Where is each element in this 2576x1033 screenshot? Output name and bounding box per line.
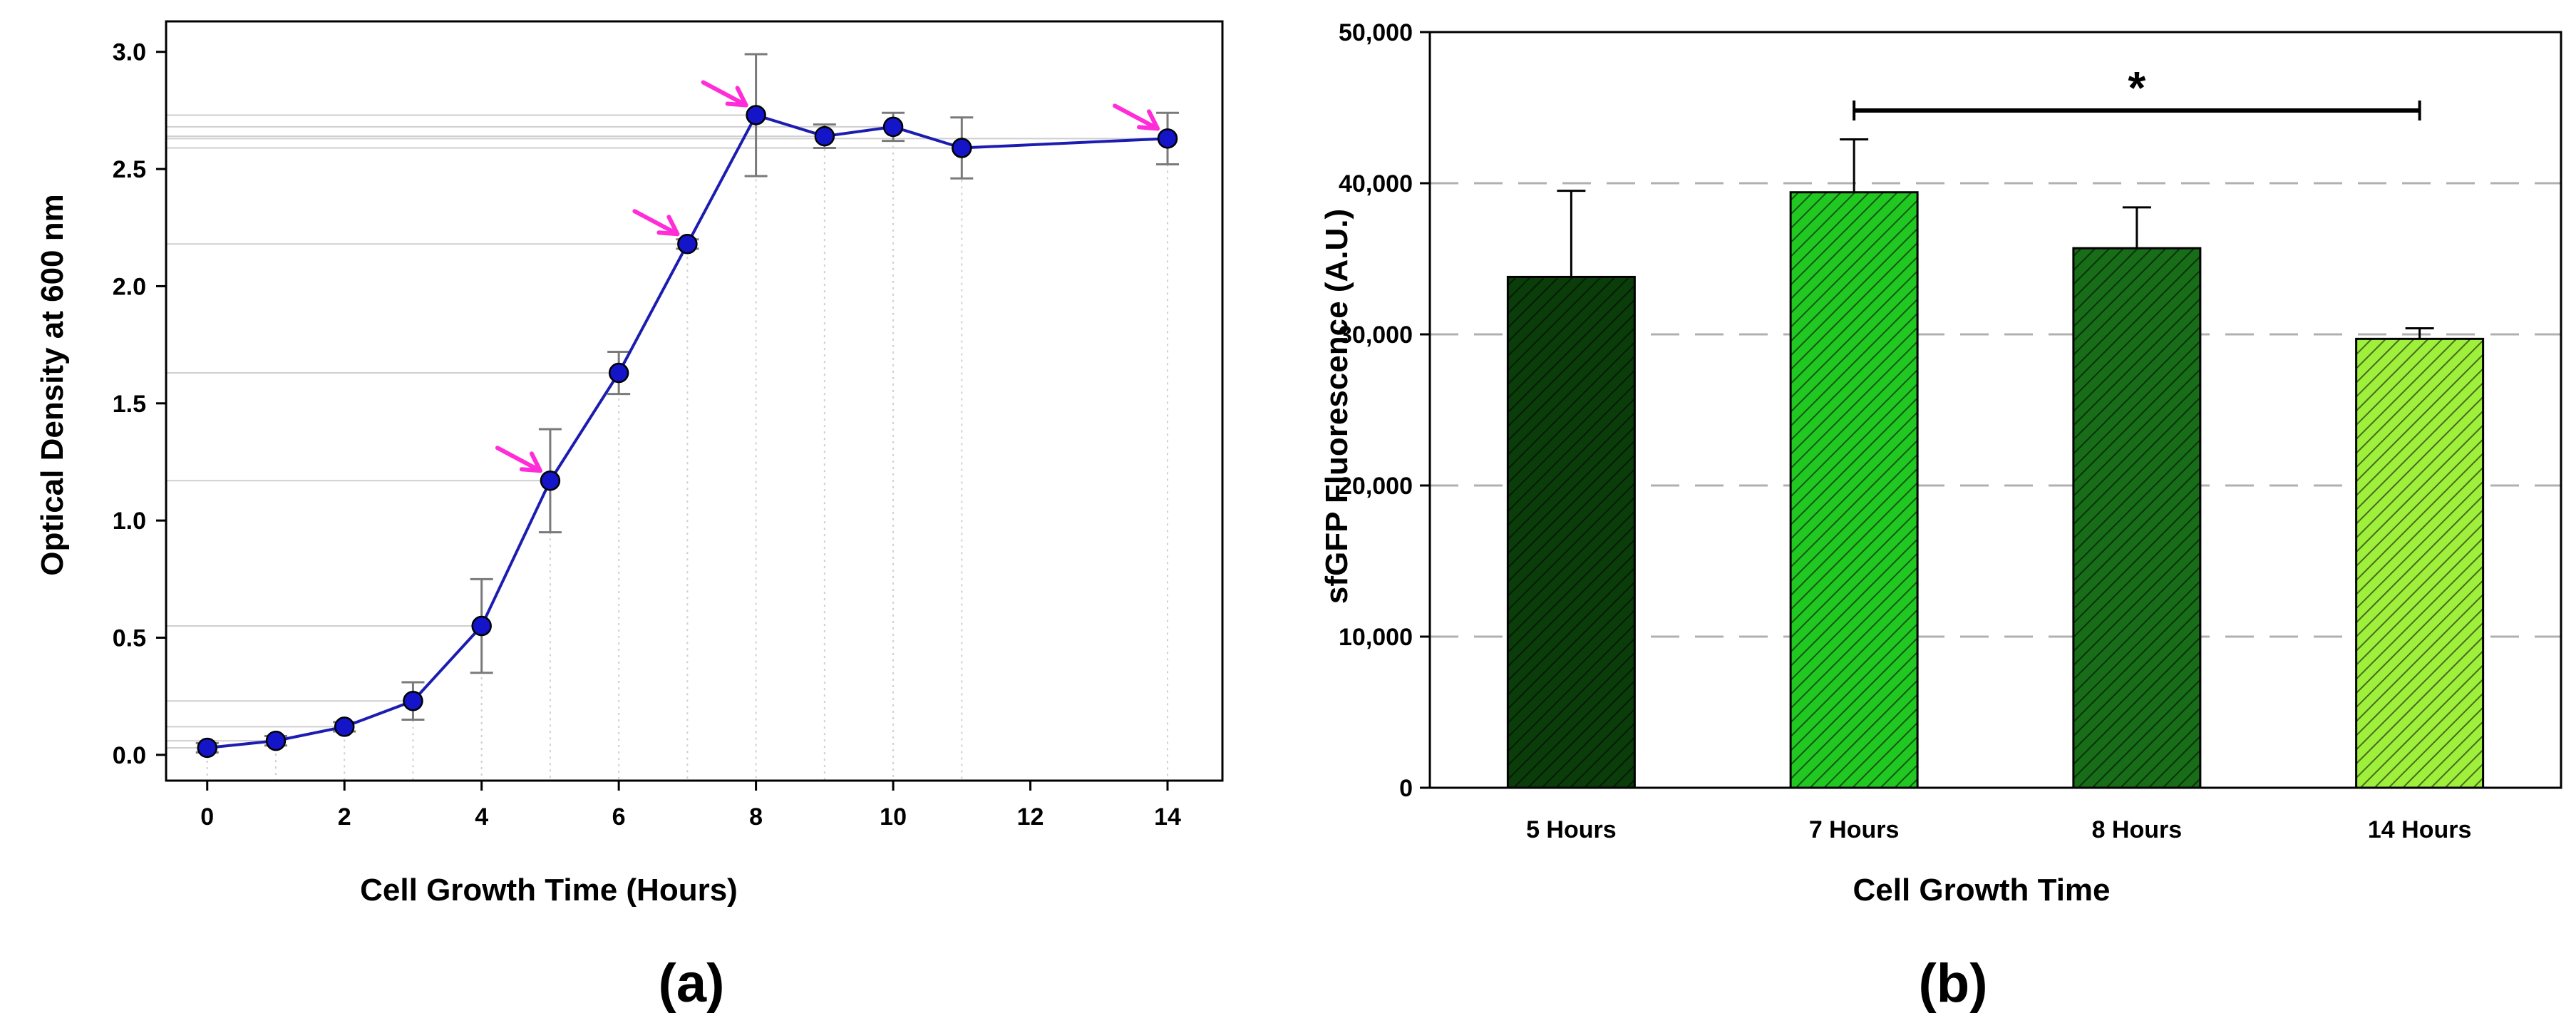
data-point: [471, 615, 492, 637]
x-axis-ticks: 5 Hours 7 Hours 8 Hours 14 Hours: [1526, 816, 2471, 843]
x-tick-label: 2: [338, 803, 351, 831]
bar-error-bars: [1557, 138, 2434, 339]
bar: [2072, 247, 2202, 789]
y-tick-label: 1.0: [113, 508, 146, 535]
bar: [2355, 337, 2485, 789]
data-point: [334, 716, 355, 737]
pink-arrow: [1113, 103, 1160, 131]
line-chart-panel: 0 2 4 6 8 10 12 14 0.0 0.5 1.0 1.5 2.0 2.5 3.0 Cell G…: [35, 20, 1224, 1014]
data-point: [746, 105, 766, 125]
bar-chart-panel: * 5 Hours 7 Hours 8 Hours 14 Hours 0 10,000 2…: [1319, 19, 2562, 1014]
significance-marker: *: [2128, 62, 2145, 113]
data-point: [814, 125, 835, 147]
x-tick-label: 12: [1017, 803, 1044, 831]
y-tick-label: 0.0: [113, 742, 146, 769]
data-point: [1157, 128, 1178, 149]
y-tick-label: 2.5: [113, 156, 146, 183]
data-point: [197, 737, 217, 759]
x-tick-label: 8: [749, 803, 763, 831]
x-tick-label: 0: [200, 803, 214, 831]
x-tick-label: 7 Hours: [1809, 816, 1900, 843]
y-axis-title: sfGFP Fluorescence (A.U.): [1319, 209, 1354, 604]
bar-error-bar: [2405, 327, 2434, 339]
x-tick-label: 10: [880, 803, 907, 831]
x-axis-title: Cell Growth Time: [1853, 873, 2110, 908]
y-tick-label: 20,000: [1339, 473, 1413, 500]
y-tick-label: 0.5: [113, 625, 146, 652]
plot-frame: [165, 20, 1224, 782]
x-tick-label: 14 Hours: [2368, 816, 2472, 843]
guide-lines: [166, 114, 1169, 781]
y-tick-label: 3.0: [113, 39, 146, 66]
bar-error-bar: [1840, 138, 1869, 192]
data-point: [403, 690, 423, 711]
data-points: [197, 105, 1178, 759]
pink-arrow: [495, 446, 542, 473]
data-point: [952, 138, 972, 158]
y-axis-title: Optical Density at 600 nm: [35, 194, 70, 576]
data-point: [608, 362, 629, 384]
bar: [1506, 275, 1636, 789]
error-bars: [195, 53, 1180, 754]
x-tick-label: 4: [475, 803, 488, 831]
pink-arrow: [632, 209, 680, 237]
data-point: [677, 234, 698, 255]
data-point: [265, 730, 287, 751]
y-axis-ticks: 0 10,000 20,000 30,000 40,000 50,000: [1339, 19, 1430, 802]
data-point: [882, 116, 904, 138]
y-tick-label: 50,000: [1339, 19, 1413, 46]
plot-frame: [1428, 31, 2562, 789]
y-tick-label: 2.0: [113, 273, 146, 300]
x-axis-ticks: 0 2 4 6 8 10 12 14: [200, 781, 1181, 831]
y-tick-label: 10,000: [1339, 624, 1413, 651]
x-tick-label: 6: [612, 803, 626, 831]
panel-label-a: (a): [659, 953, 725, 1014]
x-axis-title: Cell Growth Time (Hours): [360, 873, 738, 908]
bar-error-bar: [1557, 190, 1586, 277]
data-point: [540, 471, 561, 491]
y-tick-label: 1.5: [113, 391, 146, 418]
y-tick-label: 30,000: [1339, 322, 1413, 349]
pink-arrow: [701, 80, 748, 108]
y-tick-label: 40,000: [1339, 170, 1413, 197]
x-tick-label: 14: [1154, 803, 1181, 831]
bars: [1506, 191, 2485, 789]
x-tick-label: 8 Hours: [2092, 816, 2183, 843]
bar: [1789, 191, 1919, 789]
bar-error-bar: [2122, 206, 2151, 249]
panel-label-b: (b): [1918, 953, 1987, 1014]
y-axis-ticks: 0.0 0.5 1.0 1.5 2.0 2.5 3.0: [113, 39, 166, 769]
y-tick-label: 0: [1399, 775, 1413, 802]
x-tick-label: 5 Hours: [1526, 816, 1617, 843]
highlight-arrows: [495, 80, 1160, 473]
significance-bracket: *: [1853, 62, 2421, 120]
